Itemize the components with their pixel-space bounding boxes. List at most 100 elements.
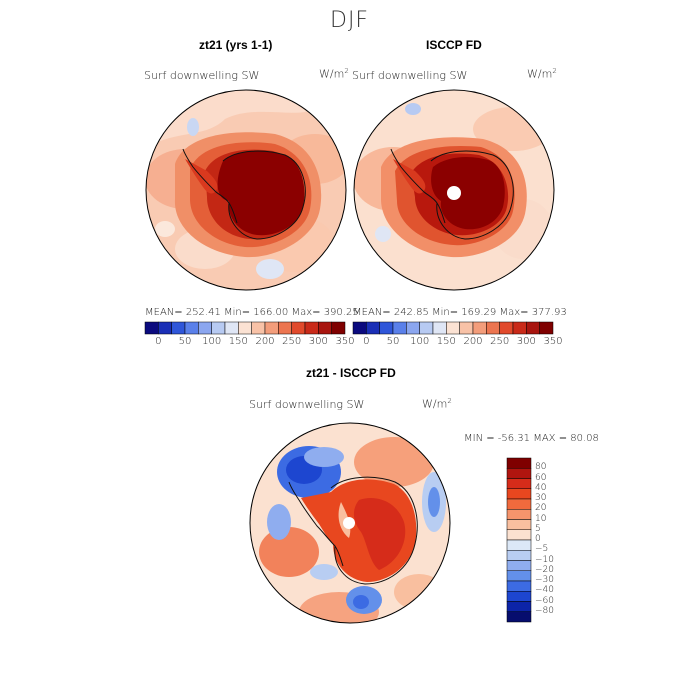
obs-units-label: W/m2	[527, 67, 557, 81]
colorbar-swatch	[304, 321, 319, 335]
diff-colorbar-swatch	[506, 488, 532, 500]
colorbar-tick-label: 150	[436, 336, 456, 347]
colorbar-swatch	[238, 321, 252, 335]
colorbar-swatch	[526, 321, 540, 335]
diff-field-label: Surf downwelling SW	[249, 398, 365, 411]
diff-colorbar-label: 30	[535, 493, 547, 503]
diff-colorbar-swatch	[506, 560, 532, 571]
model-panel-title: zt21 (yrs 1-1)	[199, 38, 273, 52]
obs-stats: MEAN= 242.85 Min= 169.29 Max= 377.93	[353, 307, 567, 318]
diff-colorbar-label: −40	[535, 585, 554, 596]
colorbar-swatch	[459, 321, 474, 335]
diff-colorbar-label: 60	[535, 472, 547, 483]
colorbar-tick-label: 50	[386, 336, 400, 347]
diff-colorbar-label: 80	[535, 462, 547, 473]
colorbar-tick-label: 350	[335, 336, 355, 347]
diff-colorbar-label: −20	[535, 564, 554, 575]
colorbar-tick-label: 150	[228, 336, 248, 347]
model-ring-4	[217, 151, 305, 236]
colorbar-swatch	[379, 321, 394, 335]
diff-colorbar-swatch	[506, 509, 532, 520]
colorbar-swatch	[392, 321, 407, 335]
colorbar-swatch	[512, 321, 527, 335]
colorbar-tick-label: 200	[255, 336, 275, 347]
diff-colorbar-swatch	[506, 550, 532, 561]
colorbar-swatch	[291, 321, 306, 335]
diff-colorbar-label: 5	[535, 523, 541, 534]
model-coastline	[182, 148, 306, 240]
diff-colorbar-swatch	[506, 580, 532, 592]
colorbar-swatch	[278, 321, 292, 335]
colorbar-tick-label: 0	[363, 336, 370, 347]
colorbar-swatch	[318, 321, 332, 335]
colorbar-swatch	[486, 321, 500, 335]
colorbar-swatch	[419, 321, 434, 335]
diff-polar-map	[249, 422, 451, 624]
model-polar-map	[145, 89, 347, 291]
obs-pole-hole	[447, 186, 461, 200]
colorbar-tick-label: 300	[308, 336, 328, 347]
diff-colorbar-label: 20	[535, 503, 547, 514]
colorbar-swatch	[499, 321, 514, 335]
diff-colorbar-swatch	[506, 570, 532, 582]
diff-coastline	[288, 476, 418, 585]
diff-colorbar-label: −60	[535, 595, 554, 606]
colorbar-swatch	[144, 321, 159, 335]
diff-colorbar-swatch	[506, 478, 532, 489]
season-title: DJF	[330, 8, 370, 33]
diff-colorbar-swatch	[506, 468, 532, 479]
diff-colorbar-label: −10	[535, 554, 554, 565]
diff-units-label: W/m2	[422, 397, 452, 411]
colorbar-swatch	[331, 321, 346, 335]
diff-colorbar-label: 0	[535, 534, 541, 544]
colorbar-swatch	[184, 321, 199, 335]
diff-colorbar-swatch	[506, 519, 532, 530]
colorbar-swatch	[264, 321, 279, 335]
diff-pole-hole	[343, 517, 355, 529]
diff-colorbar-swatch	[506, 457, 532, 469]
colorbar-swatch	[352, 321, 367, 335]
model-units-label: W/m2	[319, 67, 349, 81]
model-stats: MEAN= 252.41 Min= 166.00 Max= 390.25	[145, 307, 359, 318]
obs-polar-map	[353, 89, 555, 291]
diff-stats: MIN = -56.31 MAX = 80.08	[464, 433, 599, 444]
colorbar-swatch	[158, 321, 172, 335]
diff-colorbar-swatch	[506, 591, 532, 602]
colorbar-swatch	[472, 321, 487, 335]
colorbar-swatch	[406, 321, 420, 335]
colorbar-swatch	[539, 321, 554, 335]
colorbar-tick-label: 250	[490, 336, 510, 347]
obs-panel-title: ISCCP FD	[426, 38, 482, 52]
colorbar-swatch	[446, 321, 460, 335]
colorbar-tick-label: 100	[410, 336, 430, 347]
obs-coastline	[390, 148, 514, 240]
diff-colorbar-label: −5	[535, 544, 549, 555]
colorbar-tick-label: 200	[463, 336, 483, 347]
colorbar-swatch	[211, 321, 226, 335]
diff-colorbar-label: −30	[535, 575, 554, 585]
diff-colorbar-swatch	[506, 611, 532, 623]
colorbar-swatch	[366, 321, 380, 335]
diff-colorbar-label: 40	[535, 482, 547, 493]
colorbar-tick-label: 50	[178, 336, 192, 347]
obs-field-label: Surf downwelling SW	[352, 69, 468, 82]
colorbar-swatch	[198, 321, 212, 335]
obs-colorbar	[352, 321, 554, 335]
colorbar-swatch	[171, 321, 186, 335]
colorbar-tick-label: 100	[202, 336, 222, 347]
diff-colorbar	[506, 457, 532, 623]
obs-ring-4	[431, 157, 505, 230]
colorbar-tick-label: 250	[282, 336, 302, 347]
colorbar-swatch	[224, 321, 239, 335]
colorbar-tick-label: 300	[516, 336, 536, 347]
colorbar-swatch	[432, 321, 447, 335]
diff-colorbar-swatch	[506, 539, 532, 551]
diff-panel-title: zt21 - ISCCP FD	[306, 366, 396, 380]
colorbar-tick-label: 350	[543, 336, 563, 347]
colorbar-swatch	[251, 321, 266, 335]
diff-colorbar-swatch	[506, 529, 532, 541]
diff-colorbar-label: 10	[535, 513, 547, 524]
model-field-label: Surf downwelling SW	[144, 69, 260, 82]
diff-colorbar-swatch	[506, 601, 532, 612]
diff-colorbar-swatch	[506, 498, 532, 510]
